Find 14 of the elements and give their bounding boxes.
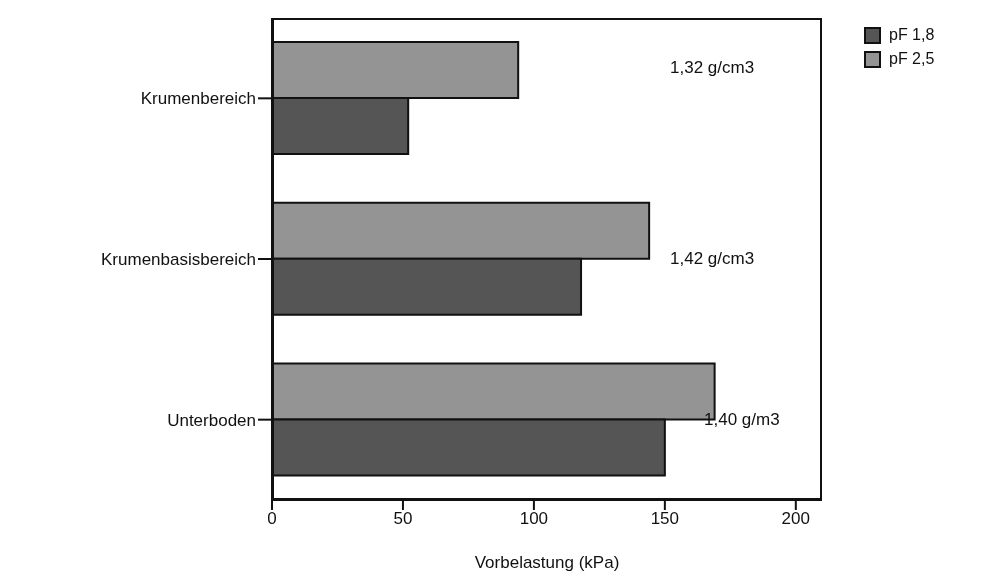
legend-label: pF 2,5 (889, 50, 935, 68)
x-tick-label: 150 (650, 509, 680, 529)
y-tick-label: Krumenbereich (140, 89, 256, 109)
y-tick-label: Unterboden (167, 410, 256, 430)
annotation: 1,42 g/cm3 (670, 249, 755, 269)
x-tick-label: 100 (519, 509, 549, 529)
annotation: 1,32 g/cm3 (670, 58, 755, 78)
x-axis-title: Vorbelastung (kPa) (474, 553, 620, 572)
y-tick-label: Krumenbasisbereich (101, 250, 256, 270)
annotation: 1,40 g/m3 (704, 409, 780, 430)
x-tick-label: 0 (267, 509, 277, 529)
x-tick-label: 200 (781, 509, 810, 529)
x-tick-label: 50 (393, 509, 413, 529)
legend-label: pF 1,8 (889, 26, 935, 44)
